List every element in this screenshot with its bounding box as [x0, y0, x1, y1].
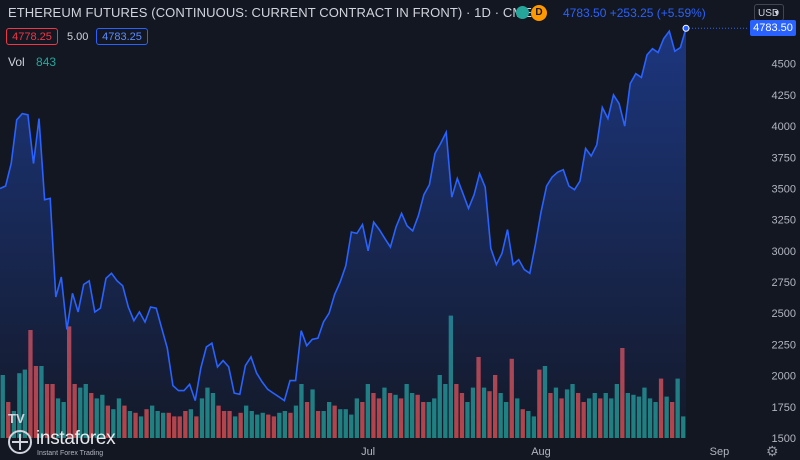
price-change-readout: 4783.50 +253.25 (+5.59%)	[563, 6, 706, 20]
gear-icon[interactable]: ⚙	[766, 443, 779, 459]
price-line	[0, 28, 687, 402]
instaforex-logo-icon	[8, 430, 32, 454]
y-tick-label: 1500	[772, 433, 796, 445]
market-status-icon	[516, 6, 529, 19]
currency-label: USD	[758, 8, 780, 19]
x-tick-label: Aug	[531, 446, 551, 458]
y-tick-label: 3750	[772, 152, 796, 164]
volume-label: Vol	[8, 55, 25, 69]
x-tick-label: Jul	[361, 446, 375, 458]
last-price-label: 4783.50	[750, 20, 796, 37]
watermark-name: instaforex	[36, 428, 116, 449]
y-tick-label: 1750	[772, 402, 796, 414]
symbol-title[interactable]: ETHEREUM FUTURES (CONTINUOUS: CURRENT CO…	[8, 5, 533, 20]
y-tick-label: 3000	[772, 246, 796, 258]
volume-legend: Vol 843	[8, 55, 56, 69]
sell-button[interactable]: 4778.25	[6, 28, 58, 45]
currency-select[interactable]: USD ▼	[754, 4, 784, 21]
chevron-down-icon: ▼	[773, 10, 780, 17]
buy-button[interactable]: 4783.25	[96, 28, 148, 45]
last-price-dot	[682, 24, 690, 32]
y-tick-label: 4500	[772, 59, 796, 71]
delayed-data-badge[interactable]: D	[531, 5, 547, 21]
y-tick-label: 2500	[772, 308, 796, 320]
y-tick-label: 4250	[772, 90, 796, 102]
x-axis: JulAugSepOctNov22	[361, 446, 730, 458]
y-tick-label: 2250	[772, 339, 796, 351]
watermark-tagline: Instant Forex Trading	[37, 450, 104, 457]
price-area-fill	[0, 28, 686, 439]
y-tick-label: 3250	[772, 215, 796, 227]
x-tick-label: Sep	[710, 446, 730, 458]
instaforex-watermark: instaforex Instant Forex Trading	[4, 428, 144, 459]
y-tick-label: 2000	[772, 371, 796, 383]
y-axis: 1500 1750 2000 2250 2500 2750 3000 3250 3500 3750…	[772, 59, 796, 445]
spread-value: 5.00	[67, 31, 89, 43]
y-tick-label: 2750	[772, 277, 796, 289]
tradingview-logo: TV	[8, 411, 25, 426]
volume-value: 843	[36, 55, 57, 69]
y-tick-label: 4000	[772, 121, 796, 133]
y-tick-label: 3500	[772, 183, 796, 195]
